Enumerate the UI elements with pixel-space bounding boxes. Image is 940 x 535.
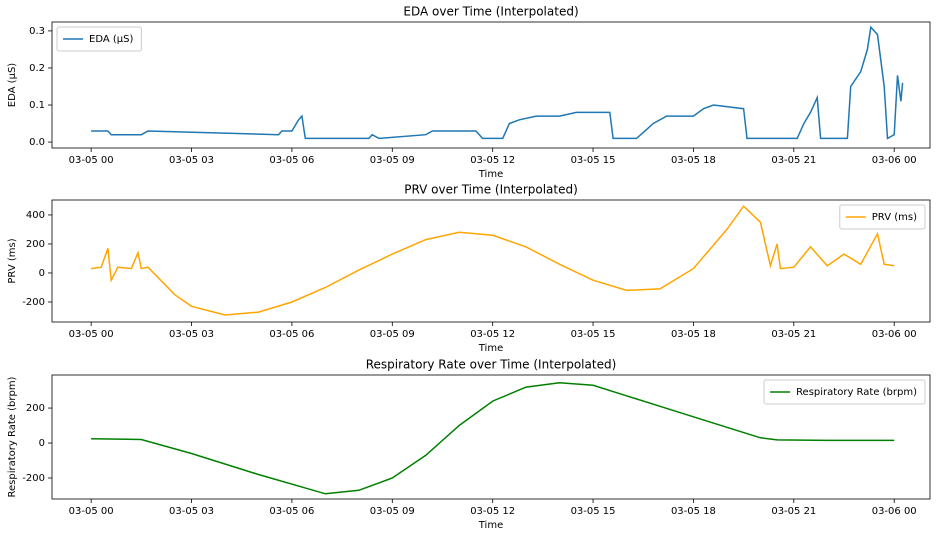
legend-box (839, 204, 926, 230)
data-line (91, 381, 895, 495)
x-tick-label: 03-06 00 (872, 155, 917, 166)
x-axis-label: Time (478, 343, 503, 354)
legend-box (763, 379, 926, 405)
x-tick-label: 03-05 00 (69, 329, 114, 340)
x-tick-label: 03-05 21 (771, 155, 816, 166)
chart-title: EDA over Time (Interpolated) (403, 5, 578, 19)
x-tick-label: 03-05 09 (370, 329, 415, 340)
x-tick-label: 03-05 18 (671, 506, 716, 517)
chart-title: PRV over Time (Interpolated) (404, 183, 578, 197)
data-line (91, 25, 904, 140)
x-axis-label: Time (478, 169, 503, 180)
x-axis-label: Time (478, 520, 503, 531)
x-tick-label: 03-05 09 (370, 155, 415, 166)
x-tick-label: 03-05 06 (269, 506, 314, 517)
legend-label: PRV (ms) (872, 212, 917, 223)
legend-label: Respiratory Rate (brpm) (796, 387, 917, 398)
x-tick-label: 03-05 18 (671, 155, 716, 166)
legend-box (56, 26, 142, 52)
x-tick-label: 03-05 00 (69, 506, 114, 517)
x-tick-label: 03-05 03 (169, 506, 214, 517)
y-axis-label: PRV (ms) (7, 238, 18, 283)
chart-title: Respiratory Rate over Time (Interpolated… (366, 358, 617, 372)
y-tick-label: -200 (22, 473, 45, 484)
data-line (90, 205, 895, 316)
y-tick-label: 0.2 (29, 63, 45, 74)
y-tick-label: -200 (22, 297, 45, 308)
x-tick-label: 03-05 06 (269, 155, 314, 166)
x-tick-label: 03-05 00 (69, 155, 114, 166)
y-tick-label: 0.3 (29, 26, 45, 37)
x-tick-label: 03-05 03 (169, 329, 214, 340)
x-tick-label: 03-05 18 (671, 329, 716, 340)
y-tick-label: 200 (26, 403, 45, 414)
legend-label: EDA (μS) (89, 34, 133, 45)
axes-frame (51, 374, 931, 500)
y-tick-label: 0 (39, 268, 45, 279)
y-tick-label: 200 (26, 239, 45, 250)
legend: Respiratory Rate (brpm) (763, 379, 926, 405)
x-tick-label: 03-05 12 (470, 506, 515, 517)
x-tick-label: 03-05 21 (771, 329, 816, 340)
legend: EDA (μS) (56, 26, 142, 52)
x-tick-label: 03-05 21 (771, 506, 816, 517)
x-tick-label: 03-05 15 (571, 155, 616, 166)
axes-frame (51, 21, 931, 149)
x-tick-label: 03-05 12 (470, 155, 515, 166)
y-tick-label: 0 (39, 438, 45, 449)
x-tick-label: 03-05 15 (571, 329, 616, 340)
y-axis-label: Respiratory Rate (brpm) (7, 376, 18, 497)
y-axis-label: EDA (μS) (7, 63, 18, 107)
y-tick-label: 0.1 (29, 100, 45, 111)
x-tick-label: 03-06 00 (872, 506, 917, 517)
x-tick-label: 03-05 15 (571, 506, 616, 517)
y-tick-label: 0.0 (29, 137, 45, 148)
x-tick-label: 03-05 03 (169, 155, 214, 166)
legend: PRV (ms) (839, 204, 926, 230)
x-tick-label: 03-05 06 (269, 329, 314, 340)
x-tick-label: 03-05 09 (370, 506, 415, 517)
axes-frame (51, 199, 931, 323)
y-tick-label: 400 (26, 210, 45, 221)
x-tick-label: 03-05 12 (470, 329, 515, 340)
x-tick-label: 03-06 00 (872, 329, 917, 340)
